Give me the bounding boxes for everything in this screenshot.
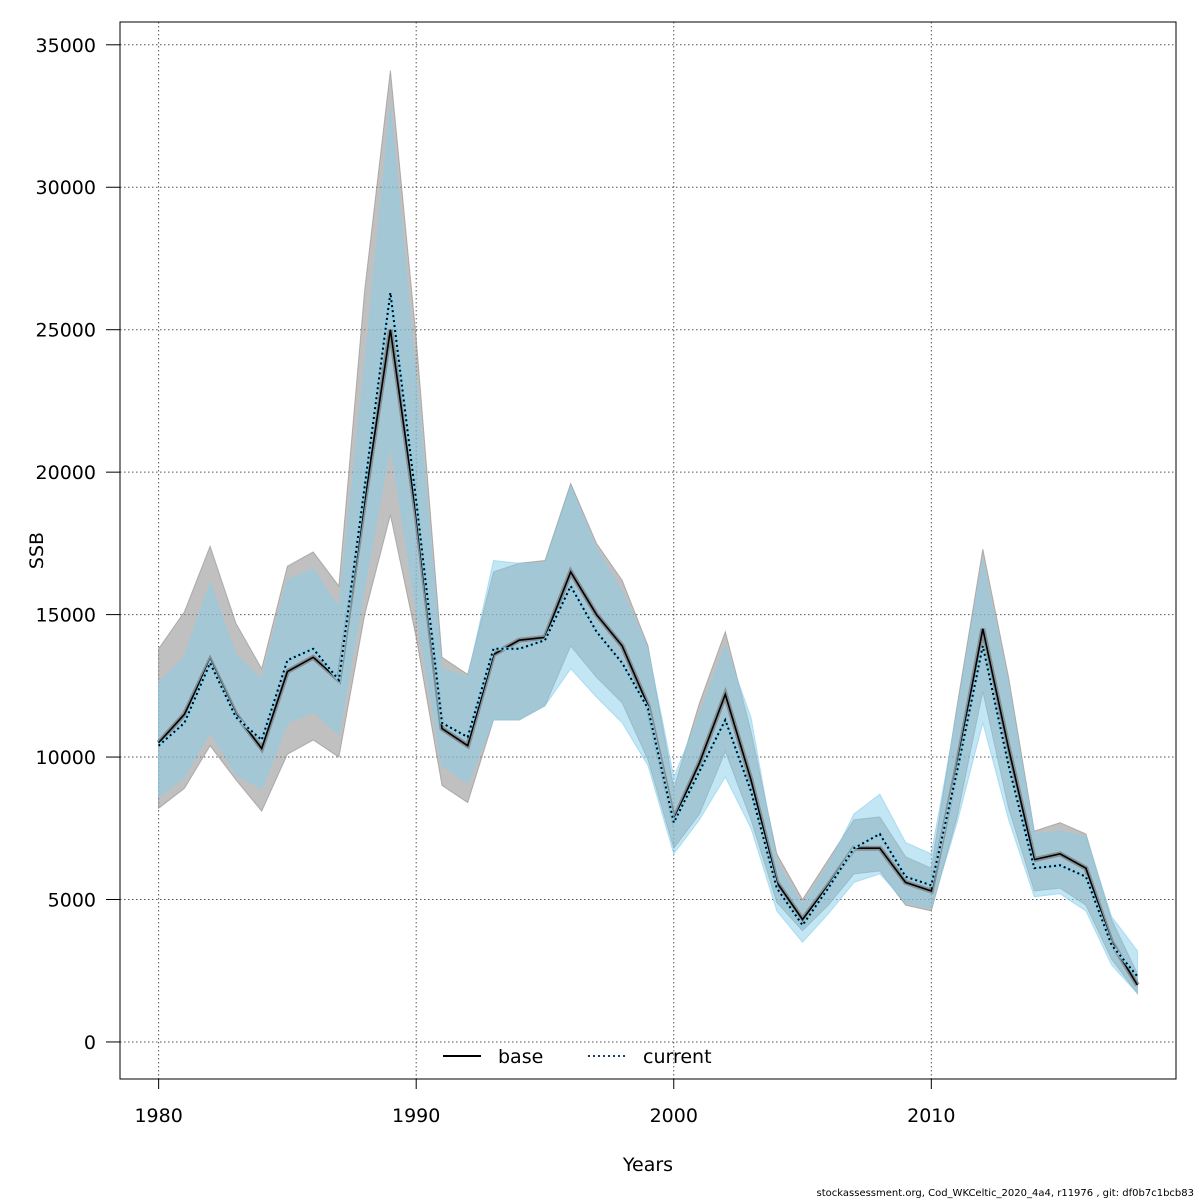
line-current [157, 292, 1139, 978]
band-base [158, 70, 1138, 995]
x-axis-title: Years [622, 1154, 673, 1176]
x-tick-label: 2010 [907, 1105, 955, 1127]
y-tick-label: 20000 [36, 462, 96, 484]
y-tick-label: 35000 [36, 35, 96, 57]
y-tick-label: 0 [84, 1032, 96, 1054]
legend: base current [443, 1046, 712, 1068]
footnote: stockassessment.org, Cod_WKCeltic_2020_4… [816, 1188, 1194, 1199]
x-axis: 1980 1990 2000 2010 [134, 1078, 955, 1127]
x-tick-label: 2000 [650, 1105, 698, 1127]
y-axis: 0 5000 10000 15000 20000 25000 30000 35000 [36, 35, 121, 1054]
x-tick-label: 1980 [134, 1105, 182, 1127]
grid-lines [120, 22, 1176, 1079]
series-lines [156, 292, 1140, 987]
plot-frame [119, 21, 1177, 1080]
y-axis-title: SSB [26, 532, 48, 569]
y-tick-label: 30000 [36, 177, 96, 199]
legend-base-label: base [498, 1046, 543, 1068]
legend-current-label: current [643, 1046, 712, 1068]
x-tick-label: 1990 [392, 1105, 440, 1127]
band-current [158, 107, 1138, 995]
y-tick-label: 15000 [36, 605, 96, 627]
y-tick-label: 25000 [36, 320, 96, 342]
y-tick-label: 10000 [36, 747, 96, 769]
confidence-bands [158, 70, 1138, 995]
y-tick-label: 5000 [48, 890, 96, 912]
